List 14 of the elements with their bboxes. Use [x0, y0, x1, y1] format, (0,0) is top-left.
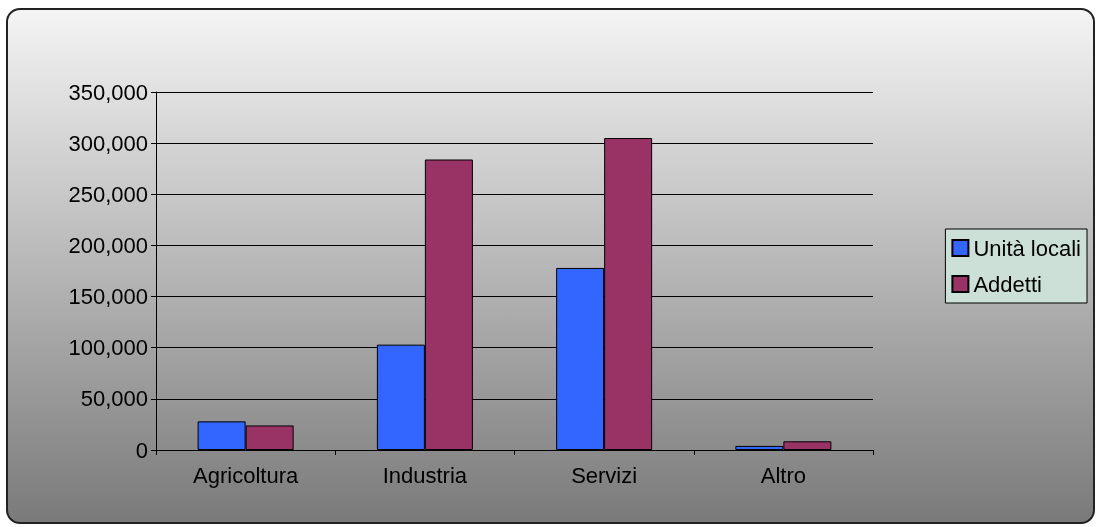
- y-tick-label: 350,000: [68, 79, 148, 105]
- y-tick-label: 200,000: [68, 232, 148, 258]
- y-tick-label: 100,000: [68, 335, 148, 361]
- y-tick-label: 150,000: [68, 284, 148, 310]
- y-tick-label: 0: [135, 437, 148, 463]
- x-tick-label: Altro: [760, 462, 806, 488]
- legend-label: Addetti: [973, 271, 1042, 297]
- legend-label: Unità locali: [973, 235, 1081, 261]
- x-tick-label: Servizi: [571, 462, 638, 488]
- y-tick-label: 300,000: [68, 130, 148, 156]
- y-tick-label: 250,000: [68, 181, 148, 207]
- x-tick-label: Agricoltura: [193, 462, 299, 488]
- x-tick-label: Industria: [382, 462, 468, 488]
- y-tick-label: 50,000: [80, 386, 148, 412]
